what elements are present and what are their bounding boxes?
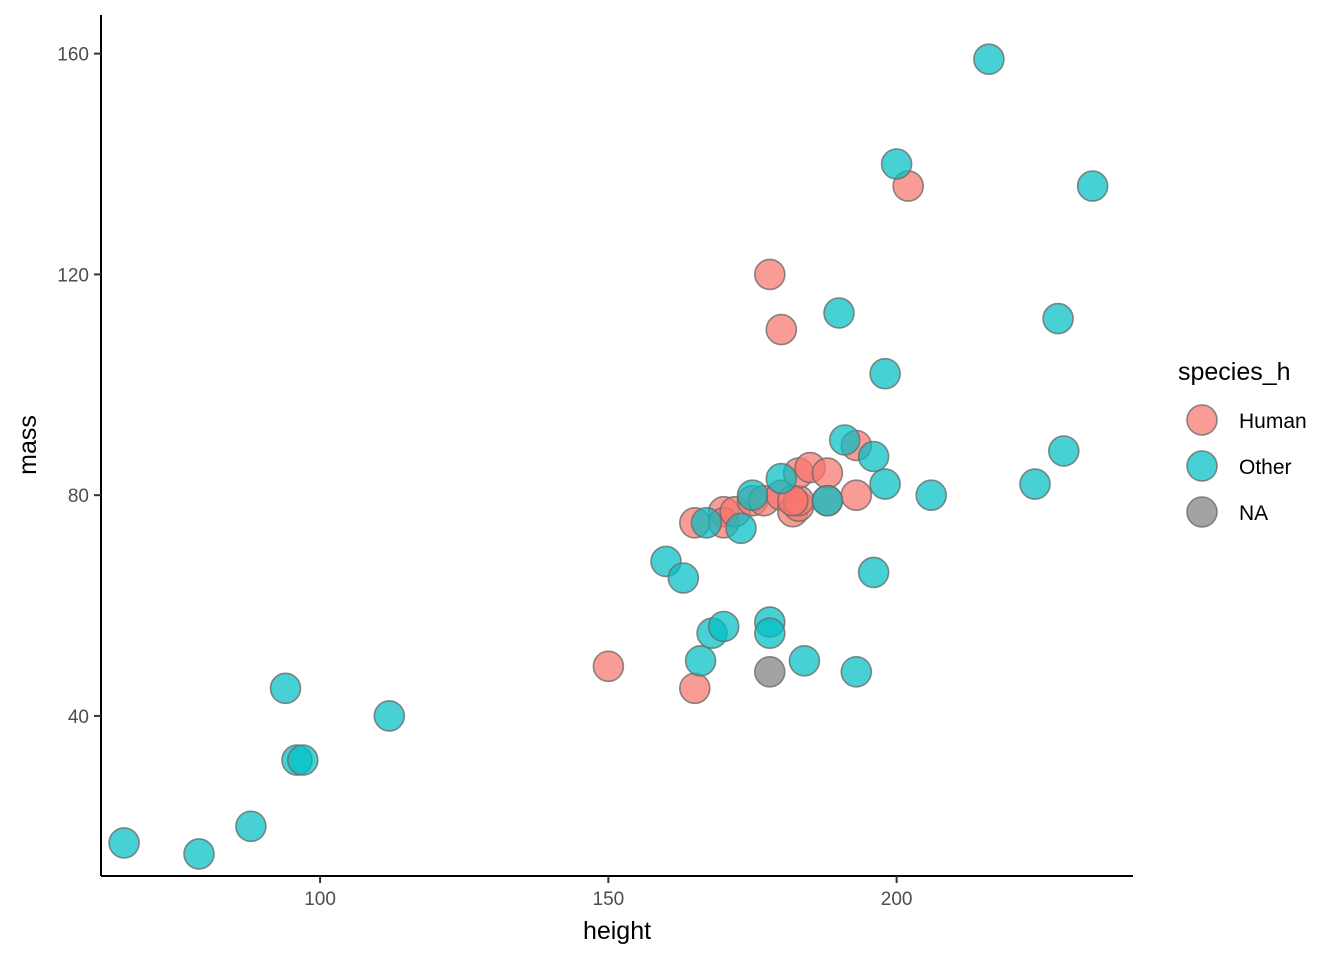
data-point-other-19 [811,484,844,517]
data-point-other-27 [880,148,913,180]
data-point-other-2 [235,810,267,843]
legend-key-other [1186,450,1218,482]
data-point-other-21 [828,424,861,456]
data-point-other-20 [823,297,855,329]
data-point-other-28 [915,479,948,512]
data-point-other-3 [269,672,302,705]
data-point-human-19 [840,479,873,512]
legend-title: species_h [1178,358,1291,386]
legend-entries: Human Other NA [1186,404,1307,528]
data-point-other-26 [869,468,901,500]
data-point-na-0 [753,655,786,688]
x-tick-label-150: 150 [593,889,625,910]
data-point-human-0 [753,258,786,291]
data-point-other-1 [183,838,215,870]
legend-label-other: Other [1239,456,1292,479]
legend-label-human: Human [1239,410,1307,433]
x-axis-title: height [583,917,651,945]
y-axis-title: mass [14,415,42,475]
data-point-human-1 [765,313,798,346]
y-tick-label-40: 40 [68,707,89,728]
data-point-other-9 [684,644,717,677]
data-point-other-12 [707,610,740,643]
data-point-other-24 [857,556,890,589]
data-point-human-4 [678,672,711,705]
data-point-other-18 [788,644,821,677]
legend: species_h Human Other NA [1178,358,1307,528]
data-point-other-30 [1019,468,1051,500]
data-point-other-32 [1048,435,1080,467]
y-ticks: 40 80 120 160 [57,45,101,728]
x-tick-label-100: 100 [304,889,336,910]
data-point-other-22 [840,655,873,688]
legend-key-human [1186,404,1218,436]
data-point-human-3 [592,650,625,683]
data-point-other-14 [736,479,769,512]
data-point-other-8 [667,562,700,594]
data-point-other-0 [108,827,140,859]
data-point-other-16 [753,617,786,650]
points-layer [108,43,1109,870]
y-tick-label-160: 160 [57,45,89,66]
data-point-other-31 [1042,302,1074,335]
data-point-other-5 [286,744,319,776]
x-tick-label-200: 200 [881,889,913,910]
x-ticks: 100 150 200 [304,876,912,910]
data-point-human-17 [811,457,844,489]
data-point-other-13 [725,512,757,545]
y-tick-label-120: 120 [57,265,89,286]
data-point-other-23 [857,440,890,473]
data-point-other-29 [973,43,1005,76]
legend-label-na: NA [1239,502,1268,525]
data-point-other-10 [690,506,723,539]
data-point-other-6 [373,700,406,732]
legend-key-na [1186,496,1218,528]
y-tick-label-80: 80 [68,486,89,507]
data-point-other-17 [765,462,798,495]
data-point-other-33 [1076,170,1109,202]
data-point-other-25 [869,357,901,390]
